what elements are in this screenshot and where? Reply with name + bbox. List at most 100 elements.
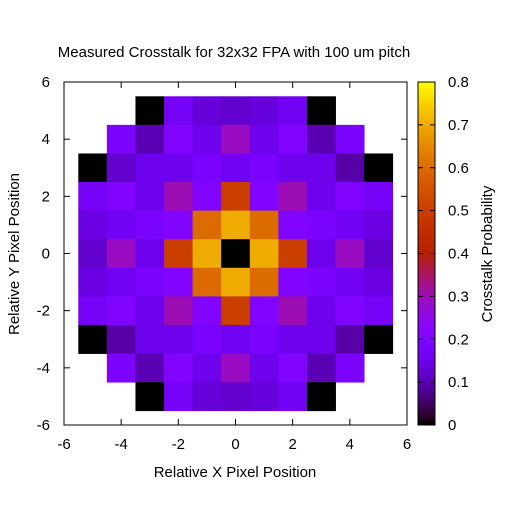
heatmap-cell — [78, 267, 108, 297]
heatmap-cell — [335, 296, 365, 326]
chart-title: Measured Crosstalk for 32x32 FPA with 10… — [58, 44, 410, 61]
heatmap-cell — [278, 96, 308, 126]
heatmap-cell — [364, 324, 394, 354]
heatmap-cell — [249, 324, 279, 354]
heatmap-cell — [306, 210, 336, 240]
heatmap-cells — [78, 96, 394, 412]
heatmap-cell — [249, 296, 279, 326]
heatmap-cell — [192, 267, 222, 297]
heatmap-cell — [221, 182, 251, 212]
heatmap-cell — [135, 353, 165, 383]
heatmap-cell — [192, 210, 222, 240]
y-axis: -6 -4 -2 0 2 4 6 — [37, 74, 407, 434]
y-tick-label: 2 — [42, 188, 50, 205]
heatmap-cell — [221, 210, 251, 240]
heatmap-cell — [221, 296, 251, 326]
heatmap-cell — [249, 153, 279, 183]
heatmap-cell — [278, 353, 308, 383]
heatmap-cell — [306, 353, 336, 383]
colorbar-tick-label: 0.3 — [448, 288, 469, 305]
heatmap-cell — [306, 239, 336, 269]
heatmap-cell — [221, 124, 251, 154]
heatmap-cell — [192, 96, 222, 126]
y-tick-label: 6 — [42, 74, 50, 91]
heatmap-cell — [78, 324, 108, 354]
heatmap-cell — [364, 153, 394, 183]
heatmap-cell — [306, 124, 336, 154]
heatmap-cell — [78, 296, 108, 326]
heatmap-cell — [278, 324, 308, 354]
heatmap-cell — [249, 96, 279, 126]
heatmap-cell — [335, 324, 365, 354]
heatmap-cell — [364, 182, 394, 212]
heatmap-cell — [306, 153, 336, 183]
heatmap-cell — [106, 324, 136, 354]
heatmap-cell — [106, 153, 136, 183]
x-axis: -6 -4 -2 0 2 4 6 — [57, 82, 411, 453]
heatmap-cell — [306, 382, 336, 412]
heatmap-cell — [135, 153, 165, 183]
heatmap-cell — [306, 296, 336, 326]
heatmap-cell — [306, 96, 336, 126]
heatmap-cell — [249, 210, 279, 240]
heatmap-cell — [192, 124, 222, 154]
colorbar-tick-label: 0.6 — [448, 160, 469, 177]
heatmap-cell — [164, 267, 194, 297]
heatmap-cell — [192, 153, 222, 183]
heatmap-cell — [164, 182, 194, 212]
heatmap-cell — [335, 210, 365, 240]
heatmap-cell — [78, 182, 108, 212]
heatmap-cell — [278, 153, 308, 183]
heatmap-cell — [306, 267, 336, 297]
y-tick-label: -2 — [37, 303, 50, 320]
x-tick-label: -2 — [172, 436, 185, 453]
colorbar-axis: 0 0.1 0.2 0.3 0.4 0.5 0.6 0.7 0.8 — [418, 74, 469, 434]
heatmap-cell — [335, 239, 365, 269]
heatmap-cell — [135, 124, 165, 154]
heatmap-cell — [106, 124, 136, 154]
heatmap-cell — [164, 296, 194, 326]
x-tick-label: -6 — [57, 436, 70, 453]
heatmap-cell — [78, 153, 108, 183]
heatmap-cell — [106, 296, 136, 326]
heatmap-cell — [221, 96, 251, 126]
heatmap-cell — [135, 324, 165, 354]
heatmap-cell — [249, 124, 279, 154]
heatmap-cell — [78, 239, 108, 269]
heatmap-cell — [135, 239, 165, 269]
heatmap-cell — [278, 124, 308, 154]
heatmap-cell — [306, 182, 336, 212]
heatmap-cell — [135, 96, 165, 126]
heatmap-cell — [278, 239, 308, 269]
heatmap-cell — [135, 210, 165, 240]
heatmap-cell — [135, 382, 165, 412]
heatmap-cell — [192, 324, 222, 354]
heatmap-cell — [249, 182, 279, 212]
heatmap-cell — [192, 382, 222, 412]
heatmap-cell — [106, 353, 136, 383]
heatmap-cell — [278, 267, 308, 297]
colorbar-label: Crosstalk Probability — [479, 185, 496, 322]
colorbar-tick-label: 0.7 — [448, 117, 469, 134]
heatmap-cell — [278, 382, 308, 412]
heatmap-cell — [135, 267, 165, 297]
colorbar-tick-label: 0 — [448, 417, 456, 434]
x-tick-label: 4 — [346, 436, 354, 453]
heatmap-cell — [78, 210, 108, 240]
heatmap-cell — [221, 324, 251, 354]
heatmap-cell — [164, 353, 194, 383]
heatmap-cell — [335, 124, 365, 154]
colorbar-tick-label: 0.1 — [448, 374, 469, 391]
heatmap-cell — [221, 353, 251, 383]
heatmap-cell — [364, 210, 394, 240]
heatmap-cell — [249, 267, 279, 297]
heatmap-cell — [249, 382, 279, 412]
heatmap-cell — [192, 353, 222, 383]
heatmap-cell — [278, 182, 308, 212]
y-tick-label: 0 — [42, 246, 50, 263]
heatmap-cell — [164, 239, 194, 269]
colorbar-tick-label: 0.5 — [448, 203, 469, 220]
heatmap-cell — [335, 153, 365, 183]
heatmap-cell — [164, 382, 194, 412]
heatmap-cell — [164, 96, 194, 126]
